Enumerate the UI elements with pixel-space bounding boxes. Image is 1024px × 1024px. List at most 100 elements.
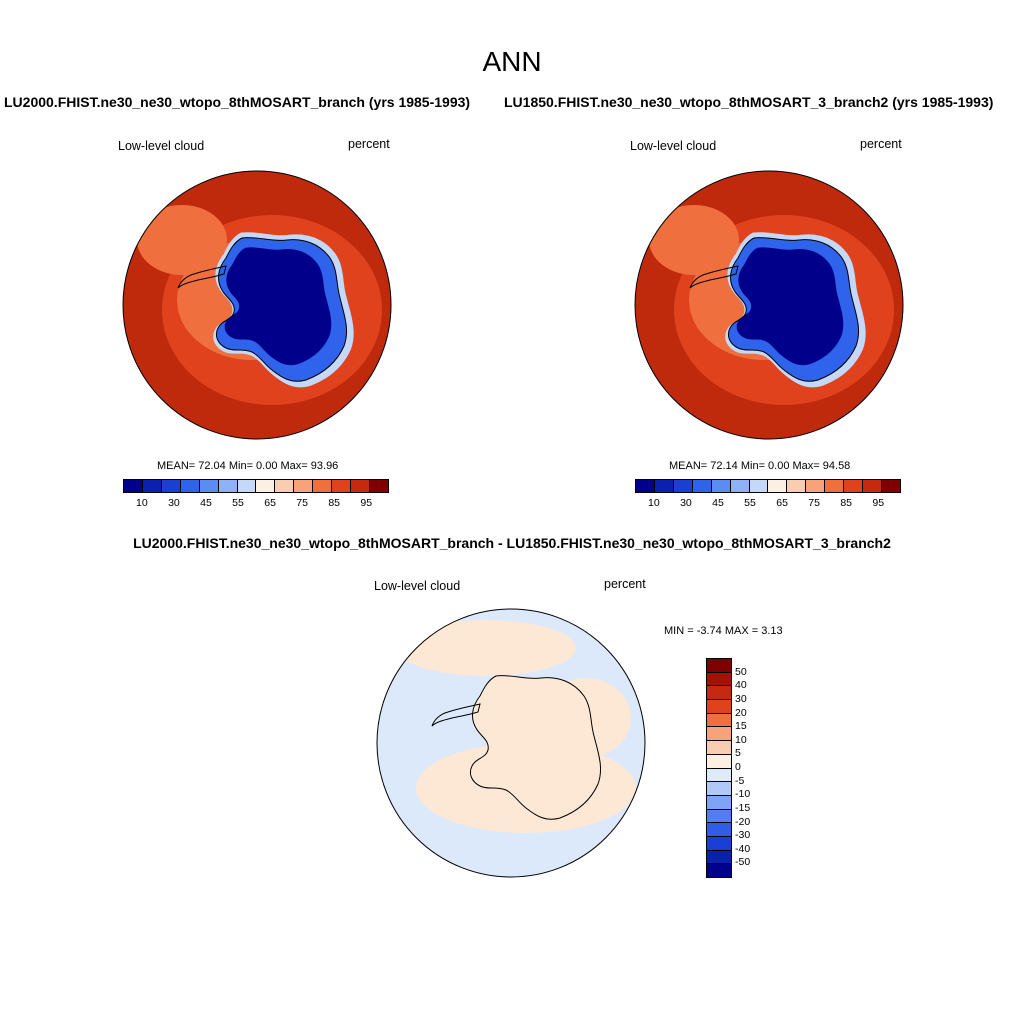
colorbar-box — [673, 480, 693, 492]
colorbar-box — [707, 700, 731, 714]
colorbar-box — [707, 686, 731, 701]
colorbar-tick-label: 45 — [200, 497, 212, 509]
diff-colorbar — [706, 658, 732, 878]
colorbar-box — [863, 480, 882, 492]
colorbar-box — [749, 480, 769, 492]
colorbar-box — [707, 727, 731, 742]
colorbar-tick-label: 0 — [735, 761, 741, 773]
colorbar-tick-label: 95 — [360, 497, 373, 509]
colorbar-tick-label: 45 — [712, 497, 724, 509]
colorbar-box — [707, 864, 731, 877]
map-fill-layer — [635, 171, 903, 439]
colorbar-tick-label: -10 — [735, 788, 751, 801]
colorbar-box — [707, 768, 731, 783]
colorbar-tick-label: 85 — [840, 497, 853, 509]
diff-variable-label: Low-level cloud — [374, 579, 461, 593]
colorbar-tick-label: -40 — [735, 842, 751, 855]
panel2-colorbar — [635, 479, 901, 493]
colorbar-tick-label: 30 — [735, 692, 747, 705]
colorbar-tick-label: 15 — [735, 720, 747, 733]
colorbar-tick-label: 10 — [648, 497, 660, 509]
coastline — [431, 703, 481, 727]
colorbar-box — [237, 480, 257, 492]
colorbar-box — [161, 480, 181, 492]
colorbar-box — [218, 480, 238, 492]
colorbar-tick-label: 5 — [735, 747, 741, 760]
coastline — [177, 265, 227, 289]
colorbar-box — [707, 672, 731, 687]
diff-panel-title: LU2000.FHIST.ne30_ne30_wtopo_8thMOSART_b… — [133, 535, 891, 551]
map-border — [376, 608, 646, 878]
colorbar-box — [707, 823, 731, 837]
colorbar-box — [711, 480, 731, 492]
colorbar-box — [275, 480, 295, 492]
colorbar-box — [881, 480, 900, 492]
colorbar-box — [707, 741, 731, 755]
colorbar-tick-label: 10 — [136, 497, 148, 509]
colorbar-tick-label: 95 — [872, 497, 885, 509]
panel2-variable-label: Low-level cloud — [630, 139, 717, 153]
panel2-units-label: percent — [860, 137, 902, 151]
colorbar-box — [707, 809, 731, 824]
colorbar-tick-label: 20 — [735, 706, 747, 719]
colorbar-box — [707, 795, 731, 810]
coastline — [215, 237, 347, 382]
diff-units-label: percent — [604, 577, 646, 591]
panel1-title: LU2000.FHIST.ne30_ne30_wtopo_8thMOSART_b… — [4, 94, 471, 110]
colorbar-tick-label: 30 — [680, 497, 692, 509]
colorbar-box — [313, 480, 333, 492]
panel2-polar-map — [634, 170, 904, 440]
colorbar-box — [707, 782, 731, 796]
colorbar-box — [636, 480, 655, 492]
colorbar-tick-label: 65 — [776, 497, 788, 509]
positive-region — [470, 675, 601, 820]
colorbar-box — [199, 480, 219, 492]
map-fill-layer — [377, 609, 645, 877]
colorbar-tick-label: -30 — [735, 829, 751, 842]
colorbar-tick-label: 55 — [744, 497, 756, 509]
diff-polar-map — [376, 608, 646, 878]
colorbar-box — [707, 754, 731, 769]
panel2-stats: MEAN= 72.14 Min= 0.00 Max= 94.58 — [669, 460, 851, 472]
panel1-colorbar — [123, 479, 389, 493]
colorbar-tick-label: 75 — [296, 497, 308, 509]
colorbar-box — [351, 480, 370, 492]
colorbar-tick-label: 30 — [168, 497, 180, 509]
colorbar-box — [369, 480, 388, 492]
colorbar-box — [124, 480, 143, 492]
colorbar-box — [294, 480, 314, 492]
colorbar-box — [844, 480, 864, 492]
diff-stats: MIN = -3.74 MAX = 3.13 — [664, 625, 783, 637]
colorbar-box — [692, 480, 712, 492]
colorbar-box — [707, 836, 731, 851]
panel1-stats: MEAN= 72.04 Min= 0.00 Max= 93.96 — [157, 460, 339, 472]
colorbar-tick-label: -5 — [735, 774, 745, 787]
colorbar-tick-label: 55 — [232, 497, 244, 509]
map-border — [122, 170, 392, 440]
colorbar-tick-label: 10 — [735, 733, 747, 746]
colorbar-box — [787, 480, 807, 492]
colorbar-tick-label: 50 — [735, 665, 747, 678]
colorbar-box — [730, 480, 750, 492]
ice-core — [736, 247, 844, 366]
colorbar-tick-label: 75 — [808, 497, 820, 509]
colorbar-tick-label: -20 — [735, 815, 751, 828]
panel1-units-label: percent — [348, 137, 390, 151]
map-border — [634, 170, 904, 440]
map-fill-layer — [123, 171, 391, 439]
colorbar-box — [707, 713, 731, 728]
colorbar-box — [806, 480, 826, 492]
coastline — [727, 237, 859, 382]
colorbar-box — [825, 480, 845, 492]
colorbar-box — [654, 480, 674, 492]
positive-region — [396, 620, 576, 676]
colorbar-box — [768, 480, 788, 492]
panel2-title: LU1850.FHIST.ne30_ne30_wtopo_8thMOSART_3… — [504, 94, 994, 110]
coastline — [469, 675, 601, 820]
colorbar-tick-label: 40 — [735, 679, 747, 692]
colorbar-box — [180, 480, 200, 492]
colorbar-tick-label: -15 — [735, 801, 751, 814]
colorbar-tick-label: 65 — [264, 497, 276, 509]
panel1-polar-map — [122, 170, 392, 440]
colorbar-box — [707, 659, 731, 673]
